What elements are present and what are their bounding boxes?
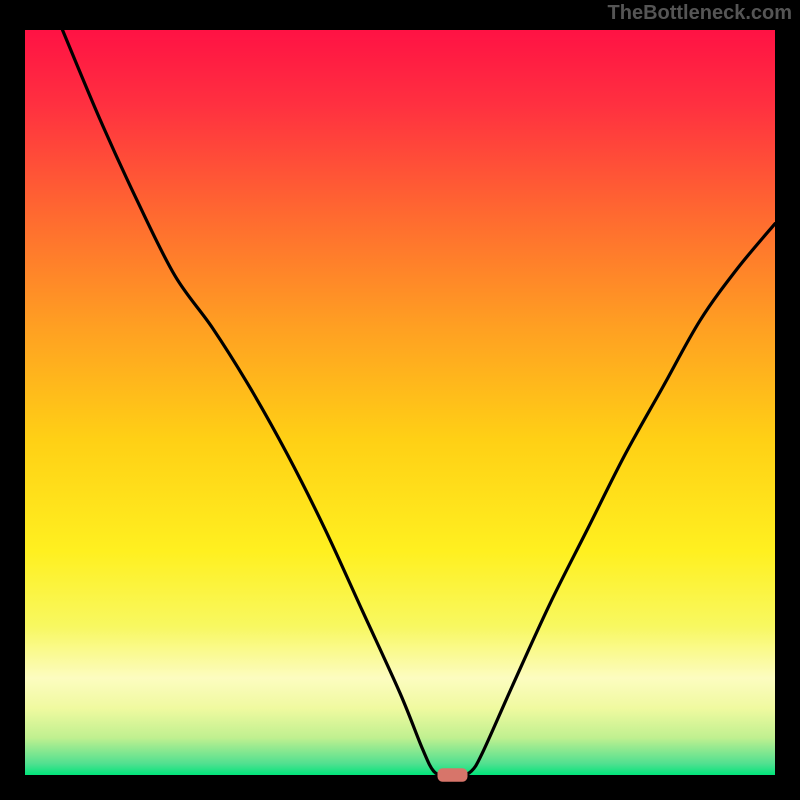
chart-container: TheBottleneck.com <box>0 0 800 800</box>
plot-background <box>25 30 775 775</box>
bottleneck-chart <box>0 0 800 800</box>
watermark-text: TheBottleneck.com <box>608 2 792 25</box>
optimal-marker <box>438 768 468 781</box>
